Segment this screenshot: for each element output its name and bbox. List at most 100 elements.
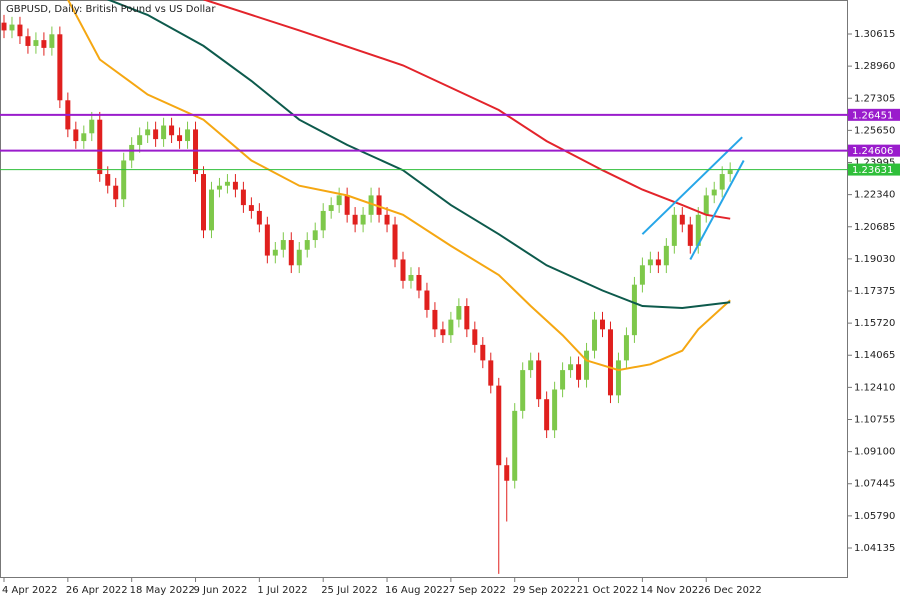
candle-body	[368, 195, 374, 215]
y-tick-label: 1.19030	[854, 254, 895, 265]
candle-body	[639, 265, 645, 285]
candle-body	[719, 174, 725, 190]
candle-body	[89, 119, 95, 134]
candle-body	[584, 350, 590, 380]
candle-body	[193, 129, 199, 175]
candle-body	[432, 309, 438, 330]
x-tick-label: 4 Apr 2022	[2, 585, 57, 596]
candle-body	[328, 205, 334, 211]
x-tick-label: 25 Jul 2022	[321, 585, 378, 596]
candle-body	[121, 160, 127, 200]
candle-body	[607, 329, 613, 396]
candle-body	[17, 24, 23, 37]
candle-body	[663, 245, 669, 266]
candle-body	[304, 240, 310, 250]
candle-body	[336, 195, 342, 206]
candle-body	[472, 329, 478, 345]
x-tick-label: 1 Jul 2022	[257, 585, 307, 596]
candle-body	[552, 389, 558, 431]
y-tick-label: 1.30615	[854, 29, 895, 40]
candle-body	[248, 205, 254, 211]
candle-body	[33, 40, 39, 46]
y-tick-label: 1.12410	[854, 382, 895, 393]
y-tick-label: 1.22340	[854, 190, 895, 201]
candle-body	[81, 133, 87, 142]
candle-body	[201, 174, 206, 231]
candle-body	[376, 195, 382, 215]
candle-body	[520, 370, 526, 411]
x-tick-label: 6 Dec 2022	[704, 585, 762, 596]
x-tick-label: 7 Sep 2022	[449, 585, 506, 596]
level-label-box	[848, 144, 900, 157]
y-tick-label: 1.25650	[854, 125, 895, 136]
y-tick-label: 1.15720	[854, 318, 895, 329]
candle-body	[49, 34, 55, 48]
y-tick-label: 1.27305	[854, 93, 895, 104]
candle-body	[711, 189, 717, 196]
candle-body	[679, 214, 685, 225]
x-tick-label: 14 Nov 2022	[640, 585, 704, 596]
indicator-line	[107, 0, 731, 310]
candle-body	[408, 274, 414, 281]
candle-body	[312, 230, 318, 241]
candle-body	[392, 224, 398, 260]
candle-body	[400, 259, 406, 281]
x-tick-label: 21 Oct 2022	[577, 585, 639, 596]
y-tick-label: 1.20685	[854, 222, 895, 233]
x-tick-label: 29 Sep 2022	[513, 585, 576, 596]
candle-body	[288, 240, 294, 266]
indicator-line	[689, 160, 745, 260]
candle-body	[615, 360, 621, 396]
candle-body	[1, 22, 7, 31]
y-tick-label: 1.14065	[854, 350, 895, 361]
y-tick-label: 1.17375	[854, 286, 895, 297]
candle-body	[528, 360, 534, 371]
candle-body	[647, 259, 653, 266]
candle-body	[695, 214, 701, 246]
candle-body	[592, 319, 598, 351]
candle-body	[448, 319, 454, 336]
candle-body	[41, 40, 47, 48]
candle-body	[280, 240, 286, 250]
chart-title: GBPUSD, Daily: British Pound vs US Dolla…	[6, 4, 216, 15]
level-label: 1.24606	[852, 146, 893, 157]
candle-body	[480, 344, 486, 361]
indicator-line	[641, 136, 743, 235]
candle-body	[153, 129, 159, 140]
candle-body	[496, 385, 502, 466]
candle-body	[703, 195, 709, 215]
candle-body	[208, 189, 214, 231]
y-tick-label: 1.05790	[854, 511, 895, 522]
candle-body	[224, 181, 230, 186]
candle-body	[536, 360, 542, 400]
candle-body	[464, 306, 470, 330]
level-label-box	[848, 163, 900, 176]
candle-body	[9, 24, 15, 31]
candle-body	[272, 249, 278, 256]
candle-body	[512, 410, 518, 481]
candle-body	[256, 210, 262, 225]
y-tick-label: 1.04135	[854, 543, 895, 554]
candle-body	[296, 249, 302, 266]
candle-body	[631, 284, 637, 336]
x-tick-label: 18 May 2022	[130, 585, 195, 596]
candle-body	[727, 170, 733, 175]
candle-body	[544, 399, 550, 431]
candle-body	[97, 119, 103, 175]
level-label: 1.26451	[852, 110, 893, 121]
x-tick-label: 16 Aug 2022	[385, 585, 449, 596]
candle-body	[352, 214, 358, 225]
candle-body	[232, 181, 238, 190]
candle-body	[360, 214, 366, 225]
candle-body	[57, 34, 63, 101]
candle-body	[161, 125, 167, 140]
x-tick-label: 9 Jun 2022	[194, 585, 248, 596]
candle-body	[576, 364, 582, 380]
y-tick-label: 1.23995	[854, 158, 895, 169]
candle-body	[137, 135, 143, 145]
candle-body	[655, 259, 661, 266]
candle-body	[687, 224, 693, 246]
y-tick-label: 1.10755	[854, 414, 895, 425]
